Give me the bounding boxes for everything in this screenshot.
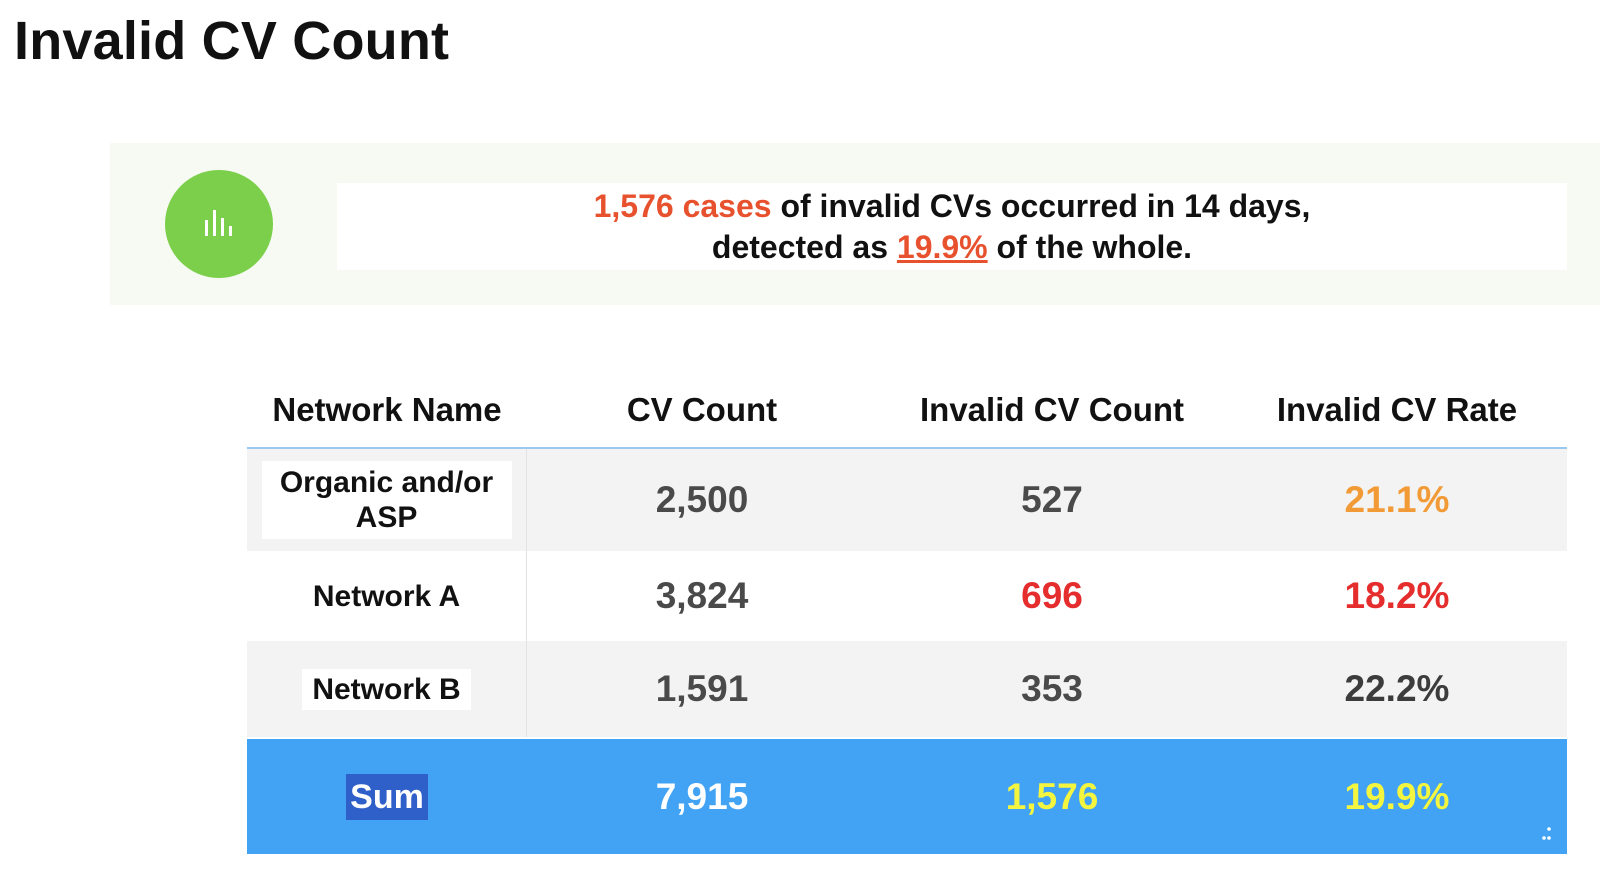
network-name: Network B (302, 668, 471, 710)
sum-invalid-count: 1,576 (1005, 775, 1099, 817)
page-title: Invalid CV Count (14, 11, 450, 71)
invalid-rate-cell: 21.1% (1344, 479, 1450, 520)
cv-count-cell: 3,824 (655, 575, 749, 616)
table-row: Organic and/or ASP 2,500 527 21.1% (247, 449, 1567, 551)
sum-label: Sum (346, 773, 428, 820)
table-row: Network B 1,591 353 22.2% (247, 641, 1567, 737)
invalid-rate-cell: 18.2% (1344, 575, 1450, 616)
summary-line-1: 1,576 cases of invalid CVs occurred in 1… (337, 186, 1567, 227)
invalid-cv-table: Network Name CV Count Invalid CV Count I… (247, 380, 1567, 854)
bar-chart-icon (165, 170, 273, 278)
sum-row: Sum 7,915 1,576 19.9% (247, 739, 1567, 854)
network-name-cell: Organic and/or ASP (247, 449, 527, 551)
table-header: Network Name CV Count Invalid CV Count I… (247, 380, 1567, 449)
resize-handle-icon[interactable] (1537, 826, 1553, 842)
summary-line-1-rest: of invalid CVs occurred in 14 days, (771, 188, 1311, 224)
cv-count-cell: 2,500 (655, 479, 749, 520)
network-name: Network A (302, 575, 471, 617)
invalid-count-cell: 527 (1021, 479, 1083, 520)
header-network-name: Network Name (272, 391, 502, 428)
invalid-rate-highlight: 19.9% (896, 229, 988, 265)
sum-cv-count: 7,915 (655, 775, 749, 817)
invalid-rate-cell: 22.2% (1344, 668, 1450, 709)
summary-line-2-prefix: detected as (711, 229, 897, 265)
summary-line-2: detected as 19.9% of the whole. (337, 227, 1567, 268)
network-name-cell: Network A (247, 551, 527, 641)
cv-count-cell: 1,591 (655, 668, 749, 709)
sum-label-cell: Sum (247, 739, 527, 854)
network-name-cell: Network B (247, 641, 527, 737)
header-cv-count: CV Count (626, 391, 778, 428)
summary-text: 1,576 cases of invalid CVs occurred in 1… (337, 183, 1567, 270)
invalid-cases-highlight: 1,576 cases (593, 188, 772, 224)
header-invalid-cv-rate: Invalid CV Rate (1276, 391, 1518, 428)
header-invalid-cv-count: Invalid CV Count (920, 391, 1184, 428)
sum-invalid-rate: 19.9% (1344, 775, 1450, 817)
invalid-count-cell: 353 (1021, 668, 1083, 709)
network-name: Organic and/or ASP (261, 461, 512, 539)
table-row: Network A 3,824 696 18.2% (247, 551, 1567, 641)
invalid-count-cell: 696 (1021, 575, 1083, 616)
summary-line-2-suffix: of the whole. (987, 229, 1193, 265)
summary-panel: 1,576 cases of invalid CVs occurred in 1… (110, 143, 1600, 305)
